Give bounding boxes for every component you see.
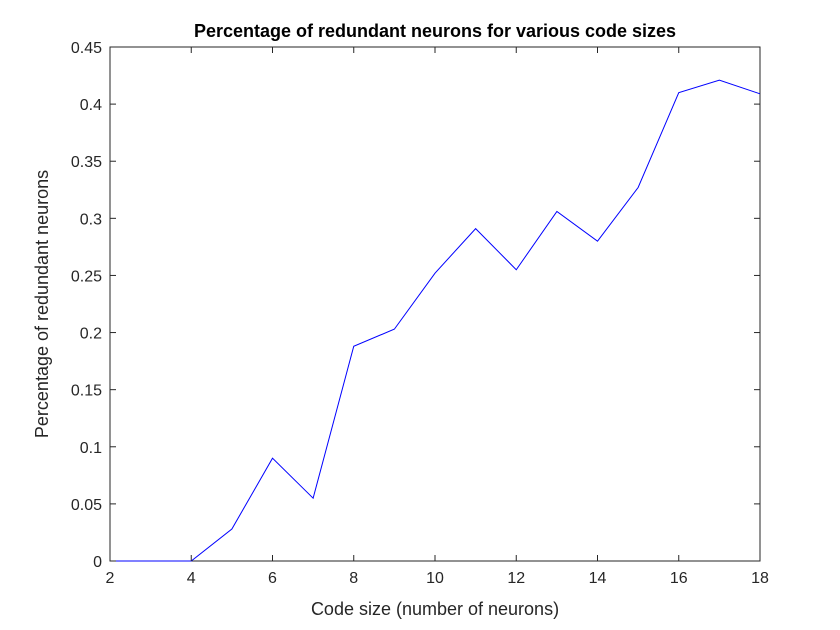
x-tick-label: 14	[589, 570, 607, 587]
y-tick-label: 0.3	[80, 211, 102, 228]
y-tick-label: 0.1	[80, 440, 102, 457]
tick-layer: 2 4 6 8 10 12 14 16 18 0 0.05 0.1 0.15 0.2 0.25 0.3 0.35…	[71, 40, 769, 587]
x-tick-label: 8	[349, 570, 358, 587]
y-axis-label: Percentage of redundant neurons	[32, 170, 52, 438]
chart-title: Percentage of redundant neurons for vari…	[194, 21, 676, 41]
x-tick-label: 2	[106, 570, 115, 587]
y-tick-label: 0.15	[71, 383, 102, 400]
y-tick-label: 0.35	[71, 154, 102, 171]
series-layer	[110, 79, 761, 562]
series-line	[110, 79, 761, 562]
x-tick-label: 12	[507, 570, 525, 587]
y-tick-label: 0.2	[80, 326, 102, 343]
x-tick-label: 18	[751, 570, 769, 587]
y-tick-label: 0.4	[80, 97, 102, 114]
x-tick-label: 10	[426, 570, 444, 587]
y-tick-label: 0.25	[71, 268, 102, 285]
x-tick-label: 6	[268, 570, 277, 587]
x-tick-label: 4	[187, 570, 196, 587]
x-axis-label: Code size (number of neurons)	[311, 599, 559, 619]
x-tick-label: 16	[670, 570, 688, 587]
y-tick-label: 0	[93, 554, 102, 571]
y-tick-label: 0.05	[71, 497, 102, 514]
plot-area-frame	[109, 46, 761, 562]
y-tick-label: 0.45	[71, 40, 102, 57]
